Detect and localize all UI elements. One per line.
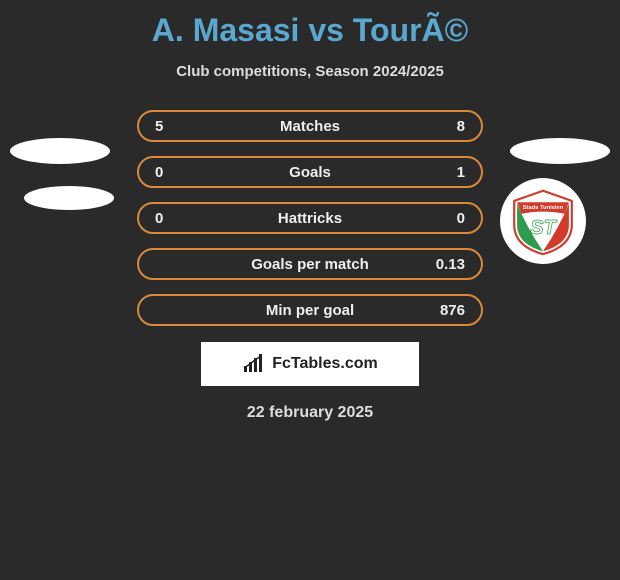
svg-text:ST: ST xyxy=(530,217,557,239)
stat-right-value: 1 xyxy=(415,164,465,181)
stat-pill-goals: 0 Goals 1 xyxy=(137,156,483,188)
shield-icon: Stade Tunisien ST xyxy=(507,185,579,257)
team-badge-right: Stade Tunisien ST xyxy=(500,178,586,264)
stat-left-value: 5 xyxy=(155,118,205,135)
stat-left-value: 0 xyxy=(155,164,205,181)
stat-right-value: 8 xyxy=(415,118,465,135)
stat-right-value: 876 xyxy=(415,302,465,319)
stat-pill-goals-per-match: Goals per match 0.13 xyxy=(137,248,483,280)
stat-pill-hattricks: 0 Hattricks 0 xyxy=(137,202,483,234)
bar-chart-icon xyxy=(242,354,266,374)
subtitle: Club competitions, Season 2024/2025 xyxy=(0,63,620,80)
stat-row: Min per goal 876 xyxy=(0,294,620,326)
branding-text: FcTables.com xyxy=(272,355,378,373)
stat-pill-matches: 5 Matches 8 xyxy=(137,110,483,142)
date-text: 22 february 2025 xyxy=(0,404,620,422)
stat-label: Goals xyxy=(205,164,415,181)
stat-right-value: 0 xyxy=(415,210,465,227)
stat-right-value: 0.13 xyxy=(415,256,465,273)
stat-label: Hattricks xyxy=(205,210,415,227)
stat-row: 5 Matches 8 xyxy=(0,110,620,142)
stat-pill-min-per-goal: Min per goal 876 xyxy=(137,294,483,326)
stat-label: Min per goal xyxy=(205,302,415,319)
stat-label: Goals per match xyxy=(205,256,415,273)
branding-box[interactable]: FcTables.com xyxy=(201,342,419,386)
stat-left-value: 0 xyxy=(155,210,205,227)
stat-label: Matches xyxy=(205,118,415,135)
page-title: A. Masasi vs TourÃ© xyxy=(0,0,620,49)
svg-text:Stade Tunisien: Stade Tunisien xyxy=(523,205,564,211)
